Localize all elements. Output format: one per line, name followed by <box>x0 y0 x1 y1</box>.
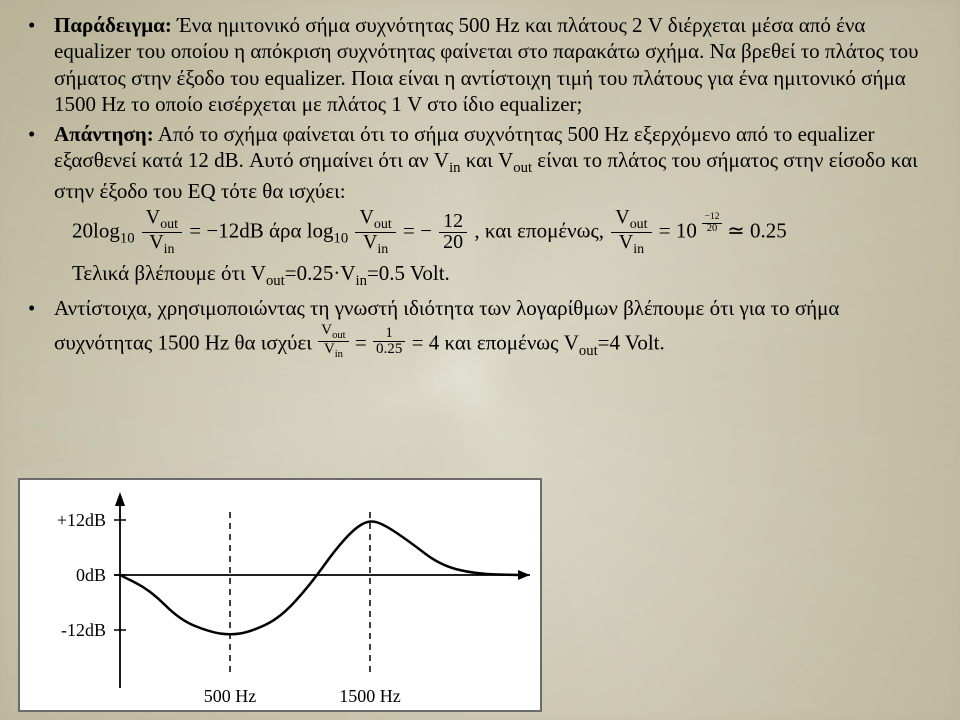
eq-response-svg: +12dB 0dB -12dB 500 Hz 1500 Hz <box>20 480 540 710</box>
sub-10-a: 10 <box>120 231 135 247</box>
sub-out-c: out <box>630 217 648 232</box>
sub-in: in <box>449 160 460 176</box>
exp-num: 12 <box>710 212 720 222</box>
sub-in-d: in <box>335 349 343 360</box>
svg-text:1500 Hz: 1500 Hz <box>339 686 401 706</box>
eq-ten: = 10 <box>659 218 697 242</box>
vout-a: V <box>146 206 160 228</box>
eq-comma-and: , και επομένως, <box>474 218 609 242</box>
example-lead: Παράδειγμα: <box>54 13 172 37</box>
sub-out-d: out <box>332 330 346 341</box>
frac-vout-vin-small: Vout Vin <box>318 323 348 361</box>
svg-text:+12dB: +12dB <box>57 510 106 530</box>
frac-vout-vin-a: Vout Vin <box>142 208 182 257</box>
vout-c: V <box>615 206 629 228</box>
sub-in-c: in <box>633 242 644 257</box>
frac-12-20: 12 20 <box>439 212 467 253</box>
p3-sub-in: in <box>356 273 367 289</box>
sub-out-b: out <box>374 217 392 232</box>
equation-line-2: Τελικά βλέπουμε ότι Vout=0.25·Vin=0.5 Vo… <box>72 261 926 290</box>
example-text: Ένα ημιτονικό σήμα συχνότητας 500 Hz και… <box>54 13 919 116</box>
eq-approx: ≃ 0.25 <box>727 218 787 242</box>
eq-4: = 4 <box>412 330 440 354</box>
p4-c: =4 Volt. <box>598 330 665 354</box>
vout-b: V <box>359 206 373 228</box>
svg-text:0dB: 0dB <box>76 565 106 585</box>
p4-b: και επομένως V <box>445 330 579 354</box>
eq-minus12db: = −12dB άρα log <box>189 218 333 242</box>
p4-sub-out: out <box>579 342 598 358</box>
p3-sub-out: out <box>266 273 285 289</box>
eq-response-figure: +12dB 0dB -12dB 500 Hz 1500 Hz <box>18 478 542 712</box>
num-1: 1 <box>373 326 405 341</box>
answer-paragraph: Απάντηση: Από το σχήμα φαίνεται ότι το σ… <box>54 121 926 204</box>
example-paragraph: Παράδειγμα: Ένα ημιτονικό σήμα συχνότητα… <box>54 12 926 117</box>
sub-in-a: in <box>164 242 175 257</box>
svg-text:-12dB: -12dB <box>61 620 106 640</box>
den-20: 20 <box>439 232 467 253</box>
num-12: 12 <box>439 212 467 232</box>
p3-c: =0.5 Volt. <box>367 261 450 285</box>
sub-10-b: 10 <box>334 231 349 247</box>
second-answer-paragraph: Αντίστοιχα, χρησιμοποιώντας τη γνωστή ιδ… <box>54 294 926 361</box>
equation-line-1: 20log10 Vout Vin = −12dB άρα log10 Vout … <box>72 208 926 257</box>
frac-1-025: 1 0.25 <box>373 326 405 357</box>
svg-text:500 Hz: 500 Hz <box>204 686 257 706</box>
vin-d: V <box>324 341 335 357</box>
den-025: 0.25 <box>373 341 405 357</box>
eq-20log: 20log <box>72 218 120 242</box>
exp-den: 20 <box>702 223 723 235</box>
sub-in-b: in <box>377 242 388 257</box>
answer-text-b: και V <box>461 148 514 172</box>
p3-b: =0.25·V <box>285 261 356 285</box>
answer-lead: Απάντηση: <box>54 122 154 146</box>
p3-a: Τελικά βλέπουμε ότι V <box>72 261 266 285</box>
slide-content: Παράδειγμα: Ένα ημιτονικό σήμα συχνότητα… <box>0 0 960 361</box>
vin-c: V <box>619 231 633 253</box>
vout-d: V <box>321 322 332 338</box>
sub-out: out <box>513 160 532 176</box>
eq-sign-1: = <box>355 330 372 354</box>
exp-frac: −12 20 <box>702 213 723 234</box>
frac-vout-vin-c: Vout Vin <box>611 208 651 257</box>
eq-eq-minus: = − <box>403 218 432 242</box>
vin-b: V <box>363 231 377 253</box>
vin-a: V <box>149 231 163 253</box>
sub-out-a: out <box>160 217 178 232</box>
frac-vout-vin-b: Vout Vin <box>355 208 395 257</box>
